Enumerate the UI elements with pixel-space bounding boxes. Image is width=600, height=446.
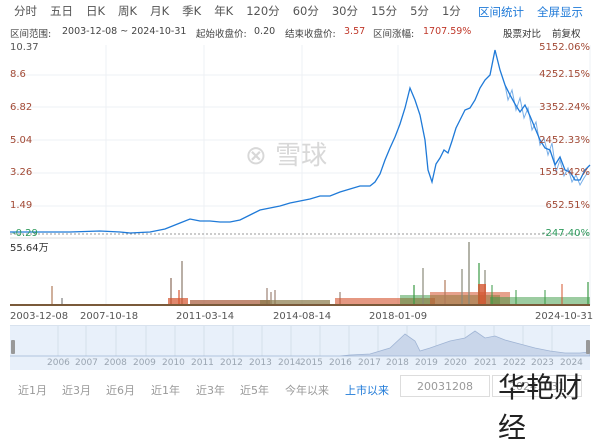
tab-intraday[interactable]: 分时 (14, 4, 37, 18)
y-right-652: 652.51% (545, 200, 591, 211)
y-right-4252: 4252.15% (539, 69, 590, 80)
x-tick-2018-01-09: 2018-01-09 (369, 311, 428, 322)
y-right-2452: 2452.33% (539, 135, 590, 146)
tab-60min[interactable]: 60分 (292, 4, 319, 18)
y-right-neg247: -247.40% (541, 228, 590, 239)
tab-30min[interactable]: 30分 (331, 4, 358, 18)
fullscreen-link[interactable]: 全屏显示 (537, 5, 583, 19)
nav-year: 2016 (329, 358, 352, 368)
end-close-label: 结束收盘价: (285, 29, 336, 40)
tab-1min[interactable]: 1分 (441, 4, 461, 18)
change-value: 1707.59% (423, 26, 472, 37)
navigator-left-handle[interactable] (11, 340, 15, 354)
x-tick-2003-12-08: 2003-12-08 (10, 311, 69, 322)
stock-compare-link[interactable]: 股票对比 (503, 29, 542, 40)
range-3-years-button[interactable]: 近3年 (196, 384, 225, 397)
volume-max-label: 55.64万 (10, 243, 49, 254)
start-close-label: 起始收盘价: (196, 29, 247, 40)
nav-year: 2023 (531, 358, 554, 368)
price-chart[interactable] (0, 40, 600, 308)
y-left-10.37: 10.37 (10, 42, 39, 53)
range-value: 2003-12-08 ~ 2024-10-31 (62, 26, 187, 37)
nav-year: 2012 (220, 358, 243, 368)
nav-year: 2019 (415, 358, 438, 368)
nav-year: 2006 (47, 358, 70, 368)
y-left-3.26: 3.26 (10, 167, 33, 178)
y-left-5.04: 5.04 (10, 135, 33, 146)
end-close-value: 3.57 (344, 26, 366, 37)
nav-year: 2024 (560, 358, 583, 368)
end-date-input[interactable]: 20241031 (492, 375, 582, 397)
nav-year: 2018 (386, 358, 409, 368)
y-right-5152: 5152.06% (539, 42, 590, 53)
volume-bars (10, 242, 590, 306)
volume-chart (10, 242, 590, 306)
x-tick-2011-03-14: 2011-03-14 (176, 311, 235, 322)
range-label: 区间范围: (10, 29, 52, 40)
range-info-bar: 区间范围: 2003-12-08 ~ 2024-10-31 起始收盘价: 0.2… (0, 26, 600, 40)
grid-lines (10, 45, 591, 305)
range-stats-link[interactable]: 区间统计 (478, 5, 524, 19)
nav-year: 2014 (278, 358, 301, 368)
start-date-input[interactable]: 20031208 (400, 375, 490, 397)
range-ytd-button[interactable]: 今年以来 (285, 384, 329, 397)
nav-year: 2011 (191, 358, 214, 368)
navigator-area-chart (10, 326, 590, 357)
range-3-months-button[interactable]: 近3月 (62, 384, 91, 397)
nav-year: 2010 (162, 358, 185, 368)
nav-year: 2017 (358, 358, 381, 368)
range-navigator[interactable] (10, 325, 590, 370)
range-1-month-button[interactable]: 近1月 (18, 384, 47, 397)
tab-monthly-k[interactable]: 月K (150, 4, 170, 18)
tab-quarterly-k[interactable]: 季K (182, 4, 202, 18)
y-right-1553: 1553.42% (539, 167, 590, 178)
x-tick-2007-10-18: 2007-10-18 (80, 311, 139, 322)
y-left-6.82: 6.82 (10, 102, 33, 113)
nav-year: 2013 (249, 358, 272, 368)
y-right-3352: 3352.24% (539, 102, 590, 113)
nav-year: 2015 (300, 358, 323, 368)
overlay-watermark-text: 华艳财经 (498, 371, 583, 444)
nav-year: 2007 (75, 358, 98, 368)
nav-year: 2008 (104, 358, 127, 368)
y-left-neg0.29: -0.29 (12, 228, 38, 239)
navigator-right-handle[interactable] (586, 340, 590, 354)
nav-year: 2022 (503, 358, 526, 368)
tab-120min[interactable]: 120分 (246, 4, 280, 18)
y-left-8.60: 8.6 (10, 69, 26, 80)
x-tick-2014-08-14: 2014-08-14 (273, 311, 332, 322)
range-6-months-button[interactable]: 近6月 (106, 384, 135, 397)
range-1-year-button[interactable]: 近1年 (151, 384, 180, 397)
nav-year: 2021 (474, 358, 497, 368)
tab-5min[interactable]: 5分 (410, 4, 429, 18)
nav-year: 2009 (133, 358, 156, 368)
tab-weekly-k[interactable]: 周K (118, 4, 138, 18)
tab-yearly-k[interactable]: 年K (214, 4, 234, 18)
y-left-1.49: 1.49 (10, 200, 33, 211)
change-label: 区间涨幅: (373, 29, 415, 40)
adjust-mode-select[interactable]: 前复权 (552, 29, 581, 40)
xueqiu-logo-icon: ⊗ 雪球 (245, 141, 328, 171)
tab-daily-k[interactable]: 日K (86, 4, 106, 18)
start-close-value: 0.20 (254, 26, 276, 37)
period-tabs: 分时 五日 日K 周K 月K 季K 年K 120分 60分 30分 15分 5分… (0, 0, 600, 22)
x-tick-2024-10-31: 2024-10-31 (535, 311, 594, 322)
tab-5day[interactable]: 五日 (50, 4, 73, 18)
nav-year: 2020 (444, 358, 467, 368)
range-5-years-button[interactable]: 近5年 (240, 384, 269, 397)
tab-15min[interactable]: 15分 (370, 4, 398, 18)
range-since-listing-button[interactable]: 上市以来 (345, 384, 389, 397)
